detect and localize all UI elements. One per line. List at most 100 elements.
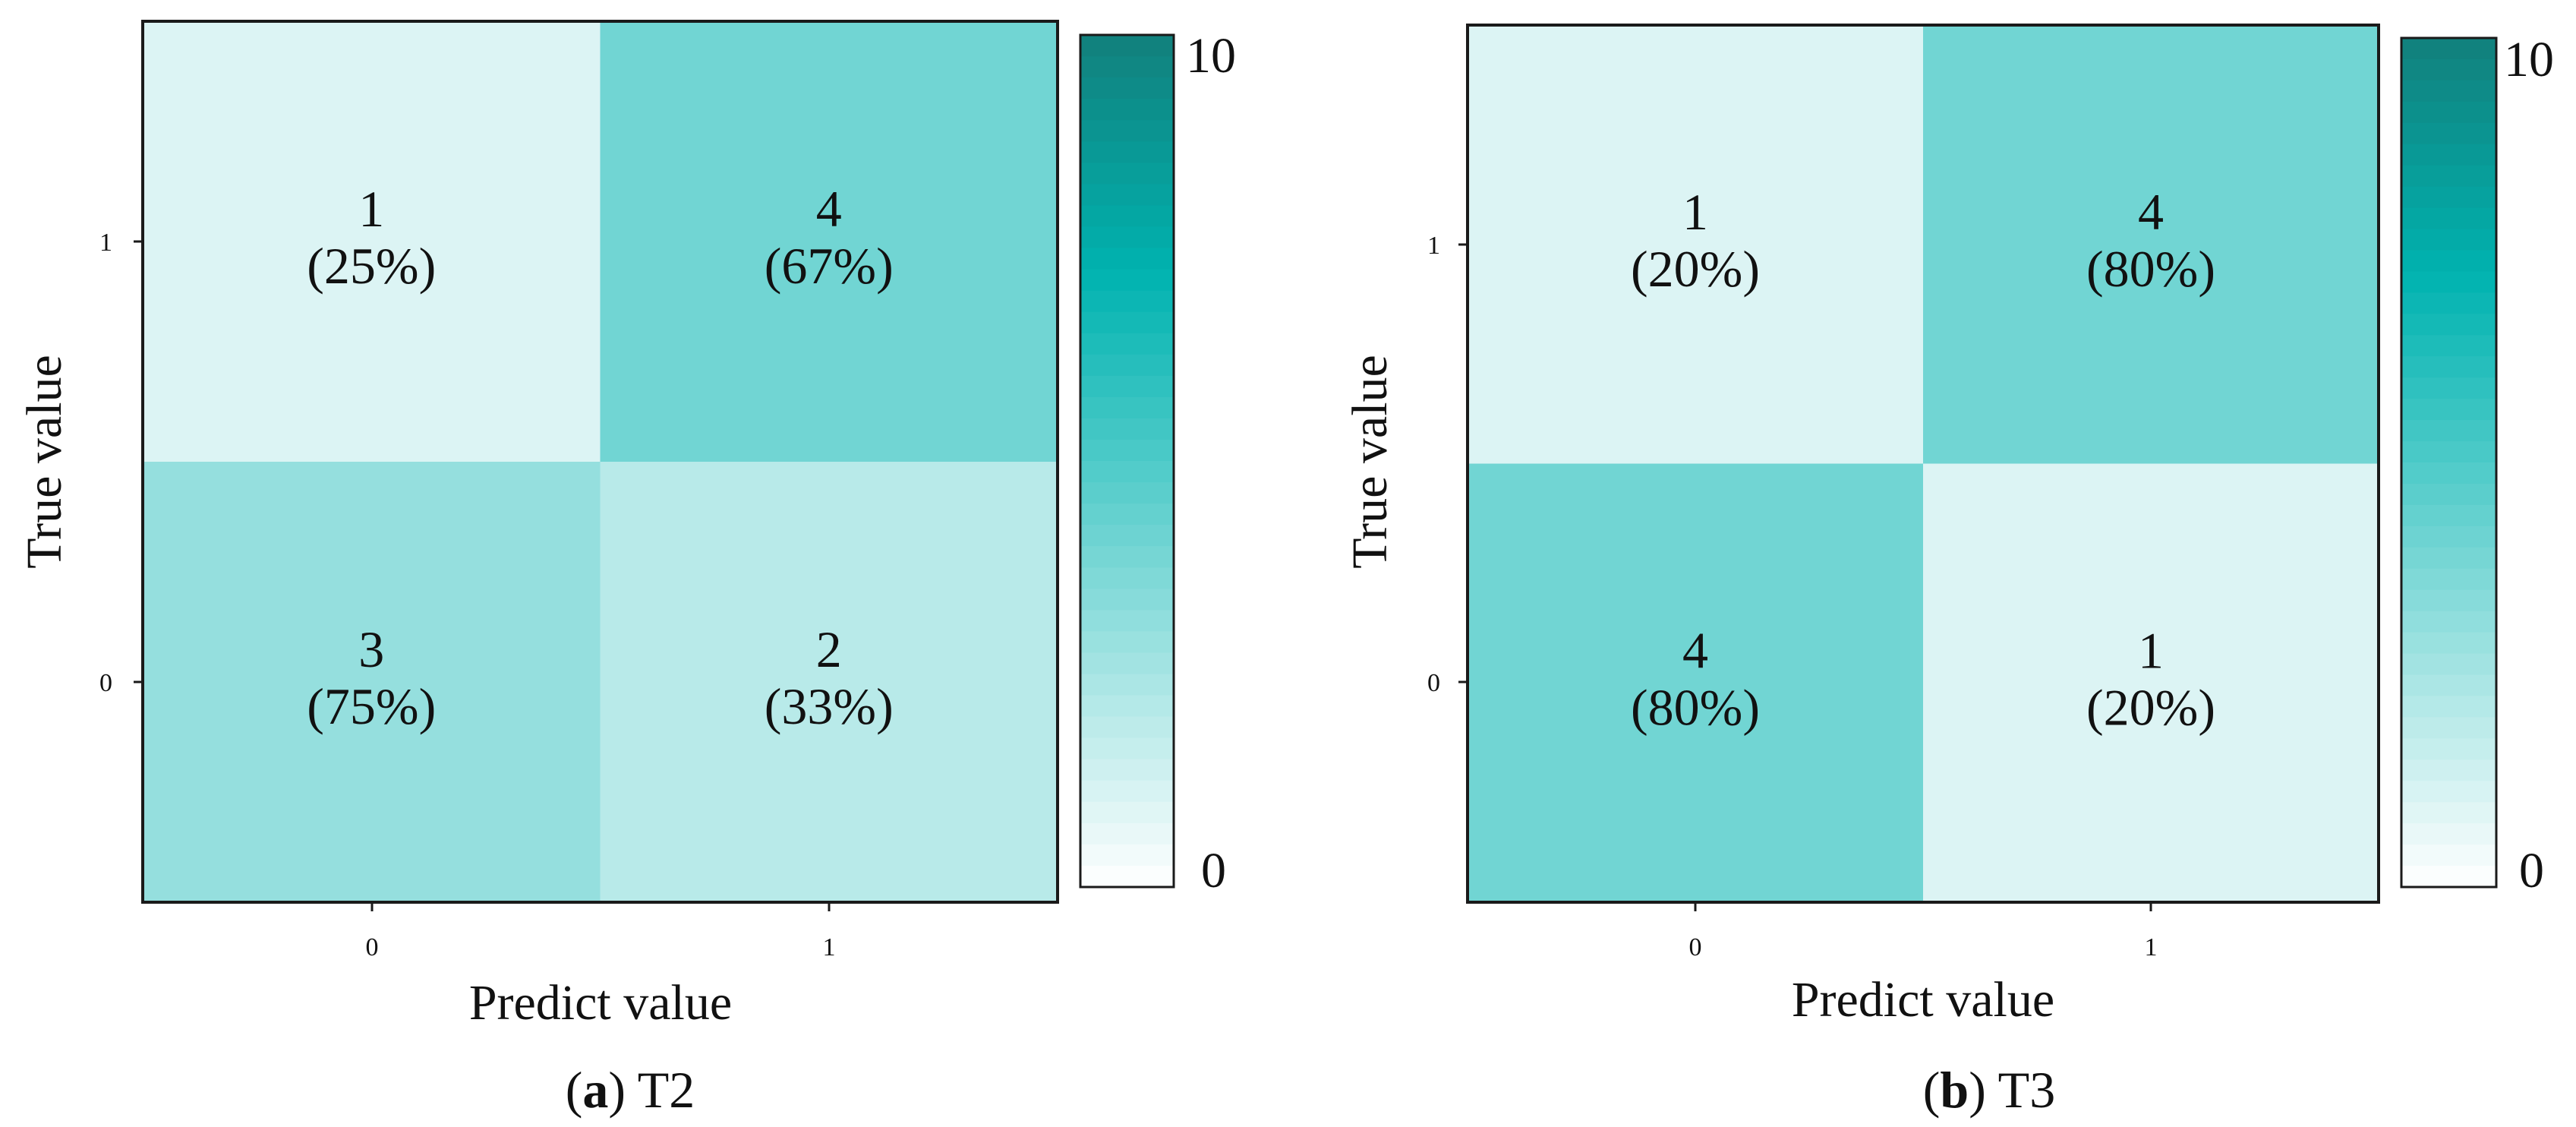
colorbar-step — [2401, 80, 2496, 103]
colorbar-step — [1080, 567, 1174, 589]
colorbar-step — [2401, 58, 2496, 81]
colorbar-step — [2401, 314, 2496, 336]
colorbar-step — [1080, 780, 1174, 803]
colorbar-step — [2401, 399, 2496, 421]
colorbar-step — [2401, 866, 2496, 888]
colorbar-step — [2401, 759, 2496, 781]
colorbar-step — [1080, 737, 1174, 760]
colorbar-step — [1080, 120, 1174, 142]
heatmap-cell — [143, 21, 601, 462]
colorbar-step — [1080, 396, 1174, 419]
colorbar-step — [2401, 165, 2496, 188]
colorbar-step — [1080, 695, 1174, 718]
colorbar-step — [2401, 802, 2496, 824]
colorbar-step — [2401, 738, 2496, 760]
heatmap-cell — [1468, 25, 1923, 464]
y-tick-label-0: 0 — [1427, 669, 1440, 697]
cell-count-label: 4 — [1682, 621, 1708, 679]
colorbar-step — [1080, 354, 1174, 377]
heatmap-cell — [143, 462, 601, 902]
colorbar-step — [2401, 781, 2496, 803]
colorbar-step — [2401, 526, 2496, 548]
colorbar-step — [2401, 696, 2496, 718]
colorbar-step — [2401, 611, 2496, 633]
colorbar-min-label: 0 — [2519, 843, 2544, 898]
colorbar-step — [2401, 356, 2496, 378]
colorbar-step — [2401, 717, 2496, 739]
cell-percent-label: (20%) — [2086, 678, 2215, 736]
x-tick-label-1: 1 — [823, 933, 836, 961]
colorbar-step — [1080, 865, 1174, 888]
colorbar-step — [1080, 56, 1174, 78]
colorbar-step — [2401, 547, 2496, 570]
y-tick-label-1: 1 — [99, 229, 112, 257]
y-axis-label: True value — [1342, 355, 1398, 569]
y-axis-label: True value — [17, 355, 72, 569]
cell-percent-label: (80%) — [2086, 240, 2215, 298]
colorbar-step — [2401, 335, 2496, 357]
y-tick-label-1: 1 — [1427, 232, 1440, 260]
colorbar-step — [1080, 418, 1174, 440]
colorbar-step — [2401, 186, 2496, 209]
colorbar-step — [1080, 375, 1174, 398]
cell-percent-label: (33%) — [765, 677, 894, 735]
colorbar-step — [1080, 333, 1174, 355]
colorbar-step — [1080, 99, 1174, 121]
colorbar-step — [1080, 652, 1174, 675]
colorbar-step — [2401, 568, 2496, 591]
cell-percent-label: (80%) — [1631, 678, 1760, 736]
colorbar-step — [2401, 504, 2496, 527]
heatmap-cell — [1468, 463, 1923, 902]
colorbar-step — [2401, 122, 2496, 145]
colorbar-step — [1080, 141, 1174, 163]
caption: (b) T3 — [1923, 1061, 2055, 1119]
colorbar-frame — [1079, 33, 1175, 889]
colorbar-step — [2401, 653, 2496, 676]
caption: (a) T2 — [566, 1061, 695, 1119]
colorbar-step — [1080, 822, 1174, 845]
colorbar-step — [1080, 759, 1174, 781]
cell-percent-label: (67%) — [765, 237, 894, 295]
colorbar-step — [1080, 311, 1174, 334]
caption-title: T3 — [1998, 1061, 2056, 1119]
cell-percent-label: (75%) — [307, 677, 436, 735]
colorbar-min-label: 0 — [1201, 843, 1226, 898]
panel-a: 1(25%)4(67%)3(75%)2(33%) 10 0 1 0 0 1 Pr… — [17, 20, 1236, 1119]
colorbar-step — [1080, 205, 1174, 228]
heatmap-cell — [1923, 25, 2379, 464]
colorbar-step — [2401, 38, 2496, 60]
x-tick-label-1: 1 — [2145, 933, 2158, 961]
colorbar-step — [1080, 461, 1174, 483]
colorbar-step — [1080, 77, 1174, 99]
cell-count-label: 4 — [816, 180, 842, 238]
colorbar-step — [2401, 483, 2496, 506]
colorbar-step — [2401, 441, 2496, 463]
cell-count-label: 4 — [2138, 183, 2164, 241]
colorbar-step — [1080, 631, 1174, 654]
colorbar-step — [1080, 269, 1174, 292]
colorbar-step — [1080, 801, 1174, 824]
colorbar-step — [2401, 144, 2496, 166]
colorbar-step — [1080, 716, 1174, 739]
cell-percent-label: (20%) — [1631, 240, 1760, 298]
colorbar-step — [2401, 823, 2496, 845]
heatmap-cell — [600, 21, 1058, 462]
cell-count-label: 1 — [358, 180, 384, 238]
heatmap-frame — [141, 20, 1059, 904]
colorbar-step — [1080, 482, 1174, 504]
colorbar-step — [1080, 844, 1174, 867]
colorbar-step — [2401, 377, 2496, 399]
colorbar-step — [1080, 589, 1174, 611]
panel-b: 1(20%)4(80%)4(80%)1(20%) 10 0 1 0 0 1 Pr… — [1342, 24, 2554, 1119]
x-tick-label-0: 0 — [1689, 933, 1702, 961]
colorbar-step — [1080, 163, 1174, 185]
heatmap-cell — [1923, 463, 2379, 902]
colorbar-step — [1080, 184, 1174, 206]
colorbar-step — [2401, 420, 2496, 442]
colorbar-max-label: 10 — [1186, 28, 1236, 84]
colorbar-step — [1080, 610, 1174, 632]
colorbar-step — [2401, 250, 2496, 273]
colorbar-step — [2401, 462, 2496, 485]
colorbar-step — [1080, 439, 1174, 462]
